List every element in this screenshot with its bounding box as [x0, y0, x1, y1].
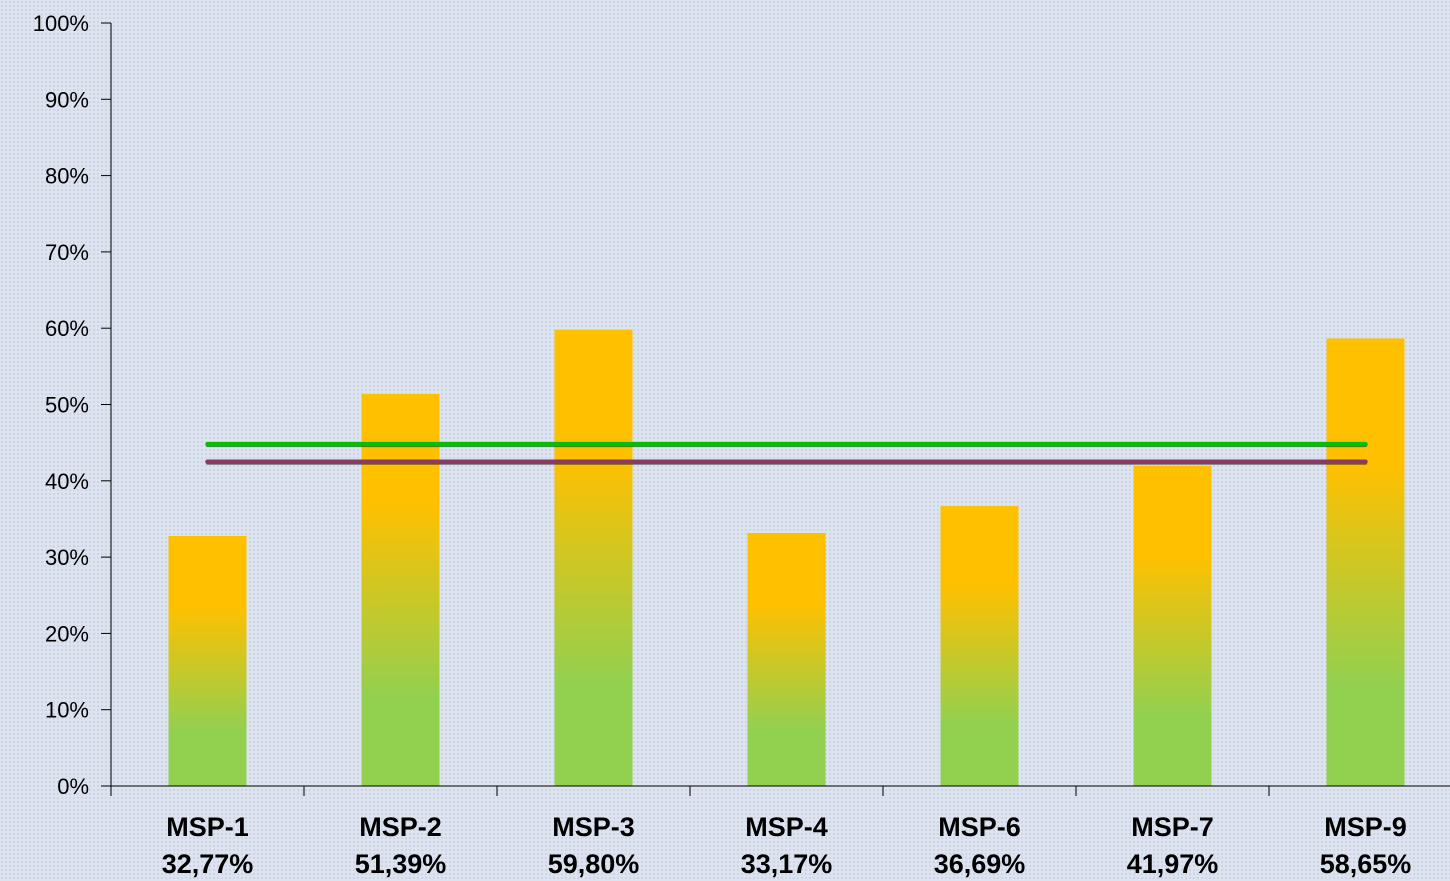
y-tick-label: 100%: [33, 11, 89, 36]
value-label: 32,77%: [162, 849, 254, 879]
value-label: 36,69%: [934, 849, 1026, 879]
category-label: MSP-9: [1324, 812, 1407, 842]
y-axis: 0% 10% 20% 30% 40% 50% 60% 70% 80% 90% 100%: [33, 11, 112, 799]
category-label: MSP-3: [552, 812, 635, 842]
y-tick-label: 70%: [45, 240, 89, 265]
bar: [747, 532, 826, 786]
y-tick-label: 90%: [45, 87, 89, 112]
value-label: 51,39%: [355, 849, 447, 879]
y-tick-label: 40%: [45, 469, 89, 494]
bars: [168, 329, 1405, 786]
bar: [1326, 338, 1405, 786]
category-label: MSP-4: [745, 812, 828, 842]
value-label: 33,17%: [741, 849, 833, 879]
category-label: MSP-7: [1131, 812, 1214, 842]
bar: [361, 393, 440, 786]
bar: [940, 506, 1019, 786]
bar: [168, 535, 247, 786]
value-label: 59,80%: [548, 849, 640, 879]
bar: [554, 329, 633, 786]
y-tick-label: 60%: [45, 316, 89, 341]
y-tick-label: 30%: [45, 545, 89, 570]
category-label: MSP-6: [938, 812, 1021, 842]
x-axis: MSP-1 32,77% MSP-2 51,39% MSP-3 59,80% MSP-4 33…: [110, 785, 1450, 879]
category-label: MSP-1: [166, 812, 249, 842]
y-tick-label: 50%: [45, 393, 89, 418]
y-tick-label: 20%: [45, 621, 89, 646]
bar: [1133, 465, 1212, 786]
y-tick-label: 0%: [57, 774, 89, 799]
y-tick-label: 80%: [45, 164, 89, 189]
value-label: 41,97%: [1127, 849, 1219, 879]
reference-lines: [205, 441, 1368, 465]
y-tick-label: 10%: [45, 698, 89, 723]
category-label: MSP-2: [359, 812, 442, 842]
value-label: 58,65%: [1320, 849, 1412, 879]
